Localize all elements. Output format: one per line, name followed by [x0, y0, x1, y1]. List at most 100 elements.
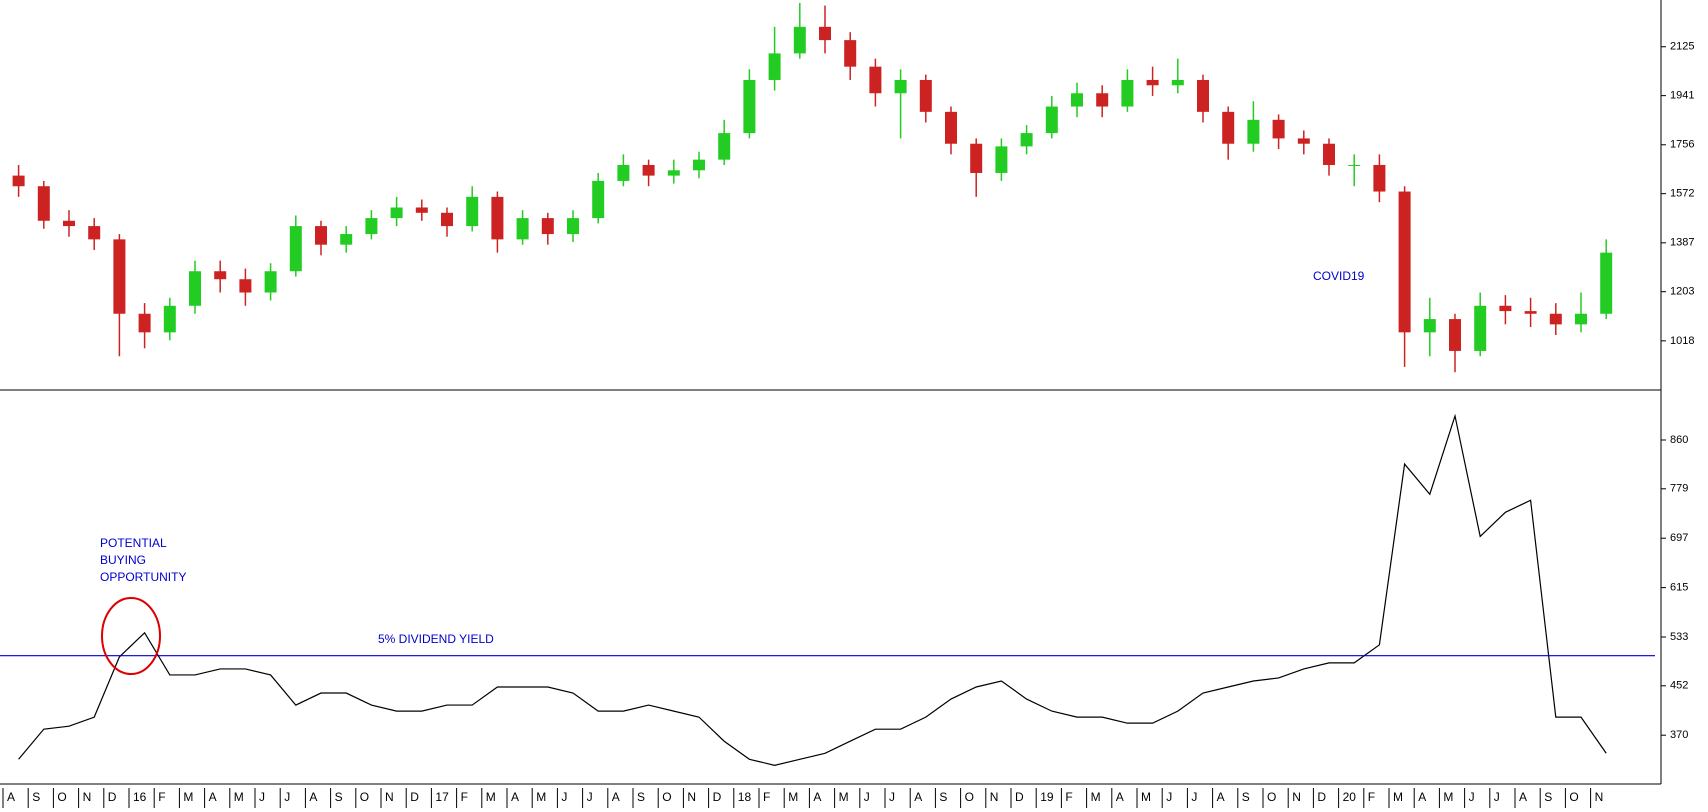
- candle-body: [163, 305, 176, 333]
- highlight-circle: [101, 597, 161, 675]
- x-tick-label: F: [1065, 790, 1072, 804]
- x-tick-label: D: [1317, 790, 1326, 804]
- x-tick-label: D: [1015, 790, 1024, 804]
- x-tick-label: S: [335, 790, 343, 804]
- candle-body: [894, 79, 907, 94]
- x-tick-label: S: [32, 790, 40, 804]
- candle-body: [1575, 313, 1587, 325]
- y-tick-label: 1572: [1670, 188, 1694, 200]
- x-tick-label: F: [158, 790, 165, 804]
- candle-body: [970, 143, 983, 173]
- candle-body: [365, 218, 378, 235]
- x-tick-label: M: [1443, 790, 1453, 804]
- x-tick-label: M: [486, 790, 496, 804]
- candle-body: [541, 218, 554, 235]
- candle-body: [516, 218, 529, 240]
- candle-body: [1045, 106, 1058, 134]
- candle-body: [919, 79, 932, 112]
- x-tick-label: 17: [435, 790, 449, 804]
- x-tick-label: M: [839, 790, 849, 804]
- candle-body: [768, 53, 781, 80]
- x-tick-label: N: [83, 790, 92, 804]
- candle-body: [995, 146, 1008, 173]
- x-tick-label: O: [965, 790, 974, 804]
- x-tick-label: O: [360, 790, 369, 804]
- annotation: COVID19: [1313, 269, 1365, 283]
- x-tick-label: 18: [738, 790, 752, 804]
- reference-label: 5% DIVIDEND YIELD: [378, 632, 494, 646]
- x-tick-label: A: [612, 790, 620, 804]
- x-tick-label: S: [637, 790, 645, 804]
- candle-body: [793, 26, 806, 54]
- y-tick-label: 2125: [1670, 41, 1694, 53]
- candle-body: [264, 271, 277, 293]
- candle-body: [1121, 79, 1134, 107]
- candle-body: [1197, 79, 1209, 112]
- candle-body: [113, 239, 126, 314]
- annotation: OPPORTUNITY: [100, 570, 186, 584]
- candle-body: [340, 234, 353, 245]
- x-tick-label: A: [914, 790, 922, 804]
- candle-body: [1323, 143, 1335, 165]
- x-tick-label: M: [1141, 790, 1151, 804]
- candle-body: [642, 164, 655, 176]
- candle-body: [315, 226, 327, 245]
- x-tick-label: S: [939, 790, 947, 804]
- x-tick-label: J: [889, 790, 895, 804]
- x-tick-label: D: [108, 790, 117, 804]
- candle-body: [617, 164, 630, 181]
- x-tick-label: M: [234, 790, 244, 804]
- x-tick-label: O: [662, 790, 671, 804]
- candle-body: [1020, 133, 1033, 147]
- candle-body: [466, 196, 479, 227]
- candle-body: [844, 40, 857, 67]
- candle-body: [1549, 313, 1562, 325]
- candle-body: [415, 207, 428, 213]
- x-tick-label: A: [813, 790, 821, 804]
- candle-body: [1071, 93, 1083, 107]
- candle-body: [1096, 93, 1109, 107]
- candle-body: [88, 226, 101, 240]
- x-tick-label: N: [1595, 790, 1604, 804]
- x-tick-label: M: [183, 790, 193, 804]
- x-tick-label: J: [1494, 790, 1500, 804]
- x-tick-label: J: [1469, 790, 1475, 804]
- x-tick-label: N: [385, 790, 394, 804]
- candle-body: [289, 226, 302, 272]
- candle-body: [37, 186, 50, 221]
- x-tick-label: J: [864, 790, 870, 804]
- candle-body: [1423, 319, 1436, 333]
- candle-body: [718, 133, 731, 160]
- candle-body: [441, 212, 453, 227]
- x-tick-label: A: [511, 790, 519, 804]
- x-tick-label: J: [561, 790, 567, 804]
- x-tick-label: 19: [1040, 790, 1054, 804]
- y-tick-label: 697: [1670, 532, 1688, 544]
- annotation: BUYING: [100, 553, 146, 567]
- candle-body: [63, 220, 75, 227]
- candle-body: [1499, 305, 1512, 312]
- candle-body: [1600, 252, 1613, 314]
- candle-body: [1297, 138, 1310, 144]
- x-tick-label: A: [1217, 790, 1225, 804]
- x-tick-label: M: [1091, 790, 1101, 804]
- candle-body: [1247, 119, 1260, 144]
- x-tick-label: M: [536, 790, 546, 804]
- y-tick-label: 1203: [1670, 286, 1694, 298]
- x-tick-label: A: [1116, 790, 1124, 804]
- candle-body: [1449, 319, 1461, 351]
- candle-body: [667, 170, 680, 176]
- y-tick-label: 779: [1670, 483, 1688, 495]
- candle-body: [390, 207, 403, 219]
- x-tick-label: D: [713, 790, 722, 804]
- x-tick-label: M: [788, 790, 798, 804]
- x-tick-label: N: [990, 790, 999, 804]
- candle-body: [693, 159, 705, 171]
- y-tick-label: 1756: [1670, 139, 1694, 151]
- x-tick-label: A: [309, 790, 317, 804]
- y-tick-label: 452: [1670, 680, 1688, 692]
- candle-body: [214, 271, 227, 280]
